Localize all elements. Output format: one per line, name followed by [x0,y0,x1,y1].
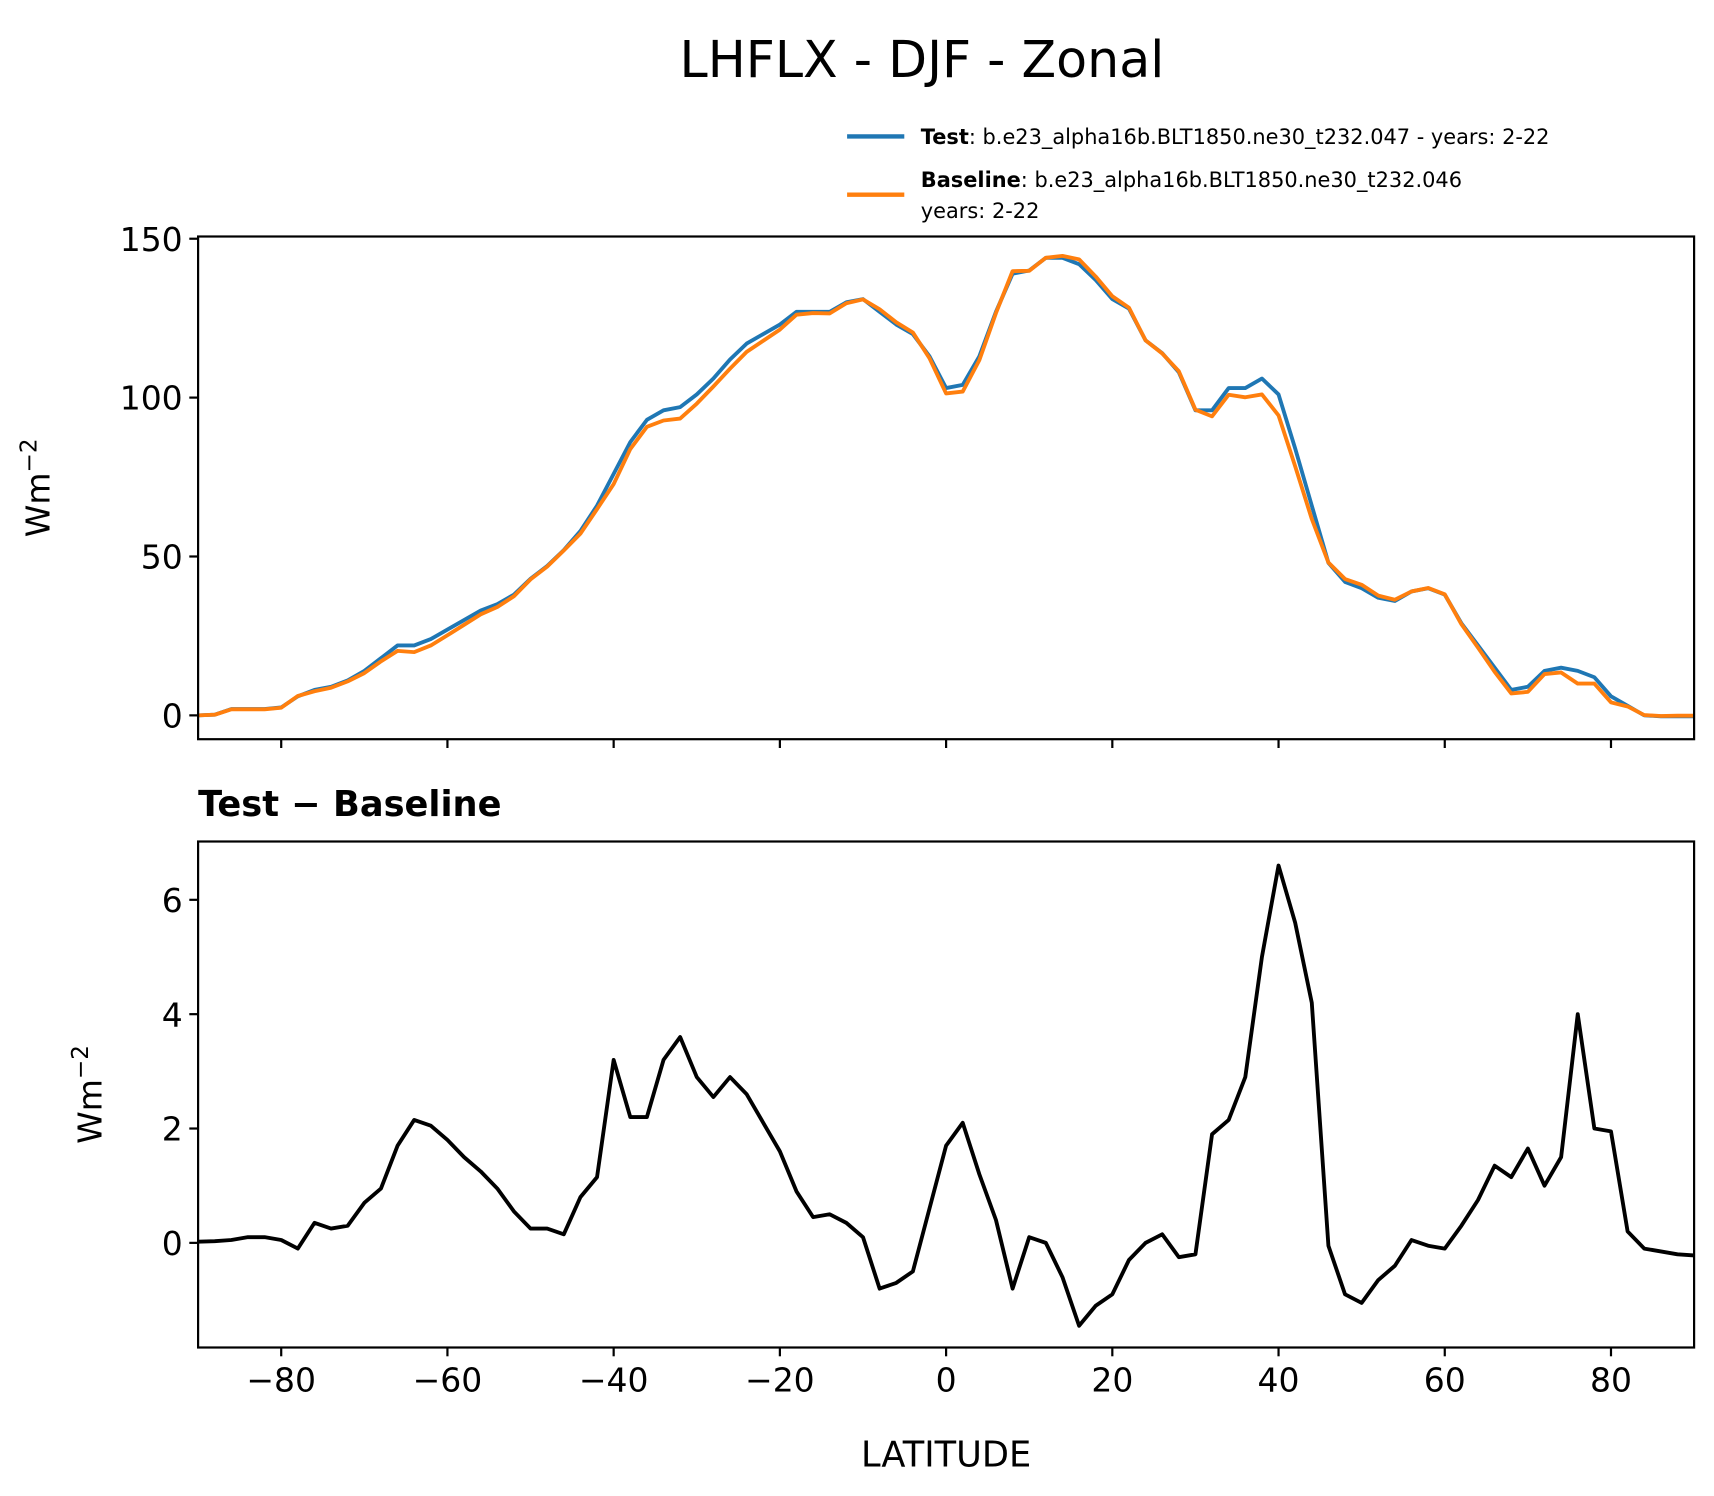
legend-text: : b.e23_alpha16b.BLT1850.ne30_t232.046 [1021,168,1462,193]
legend-name: Test [921,125,969,149]
y-tick-label: 50 [141,538,183,577]
chart-title: LHFLX - DJF - Zonal [680,30,1165,89]
series-line [198,253,1695,718]
y-axis-label: Wm−2 [68,1045,109,1144]
y-tick-label: 6 [162,881,183,920]
y-tick-label: 0 [162,696,183,735]
y-tick-label: 2 [162,1110,183,1149]
y-axis-label-sup: −2 [16,438,42,472]
x-tick-label: 80 [1590,1360,1632,1399]
subplot-title: Test − Baseline [198,784,501,825]
x-axis-label: LATITUDE [861,1434,1031,1475]
y-axis-label-base: Wm [70,1079,109,1144]
legend-name: Baseline [921,168,1021,192]
x-tick-label: 40 [1258,1360,1300,1399]
x-tick-label: −40 [579,1360,649,1399]
y-tick-label: 150 [120,220,183,259]
x-tick-label: −20 [745,1360,815,1399]
legend-text: years: 2-22 [921,199,1040,223]
x-tick-label: 60 [1424,1360,1466,1399]
y-tick-label: 100 [120,379,183,418]
x-tick-label: 0 [936,1360,957,1399]
legend-text: : b.e23_alpha16b.BLT1850.ne30_t232.047 -… [969,125,1550,150]
x-tick-label: −60 [413,1360,483,1399]
x-tick-label: 20 [1091,1360,1133,1399]
legend-label: Test: b.e23_alpha16b.BLT1850.ne30_t232.0… [921,125,1550,150]
y-axis-label: Wm−2 [16,438,57,537]
y-axis-label-sup: −2 [68,1045,94,1079]
y-tick-label: 0 [162,1224,183,1263]
x-tick-label: −80 [246,1360,316,1399]
legend-label: Baseline: b.e23_alpha16b.BLT1850.ne30_t2… [921,168,1462,223]
y-tick-label: 4 [162,995,183,1034]
series-line [198,863,1695,1328]
y-axis-label-base: Wm [19,472,58,537]
